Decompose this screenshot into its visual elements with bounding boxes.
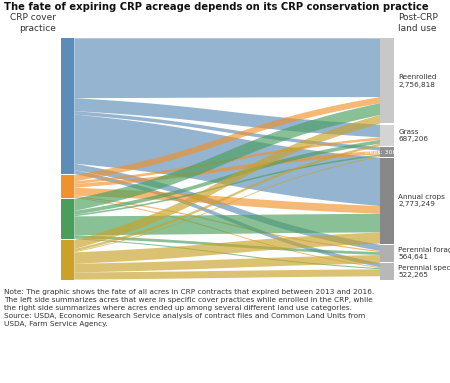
Polygon shape: [74, 103, 380, 211]
Text: Grass
687,206: Grass 687,206: [398, 129, 428, 142]
Text: Tree practices
720,693: Tree practices 720,693: [3, 177, 56, 196]
Polygon shape: [74, 144, 380, 252]
Polygon shape: [74, 156, 380, 252]
Bar: [61, 38, 74, 174]
Polygon shape: [74, 115, 380, 206]
Polygon shape: [74, 137, 380, 184]
Bar: [61, 175, 74, 198]
Bar: [380, 245, 394, 262]
Polygon shape: [74, 235, 380, 255]
Bar: [61, 199, 74, 239]
Bar: [61, 241, 74, 280]
Text: Wetland practices
1,273,249: Wetland practices 1,273,249: [0, 209, 56, 229]
Polygon shape: [74, 170, 380, 267]
Bar: [380, 147, 394, 157]
Bar: [380, 38, 394, 123]
Polygon shape: [74, 238, 380, 269]
Bar: [380, 264, 394, 280]
Polygon shape: [74, 255, 380, 272]
Text: Perennial specialty crops
522,265: Perennial specialty crops 522,265: [398, 265, 450, 278]
Text: Trees: 308,255: Trees: 308,255: [364, 149, 410, 154]
Text: Grass practices
4,304,625: Grass practices 4,304,625: [0, 96, 56, 116]
Polygon shape: [74, 188, 380, 214]
Text: Perennial forage crops
564,641: Perennial forage crops 564,641: [398, 247, 450, 260]
Text: Post-CRP
land use: Post-CRP land use: [398, 13, 438, 33]
Polygon shape: [74, 197, 380, 268]
Polygon shape: [74, 111, 380, 151]
Polygon shape: [74, 232, 380, 264]
Text: Annual crops
2,773,249: Annual crops 2,773,249: [398, 194, 445, 208]
Text: The fate of expiring CRP acreage depends on its CRP conservation practice: The fate of expiring CRP acreage depends…: [4, 2, 429, 12]
Polygon shape: [74, 151, 380, 188]
Text: Note: The graphic shows the fate of all acres in CRP contracts that expired betw: Note: The graphic shows the fate of all …: [4, 289, 375, 327]
Polygon shape: [74, 164, 380, 251]
Polygon shape: [74, 98, 380, 137]
Polygon shape: [74, 115, 380, 249]
Text: CRP cover
practice: CRP cover practice: [10, 13, 56, 33]
Polygon shape: [74, 196, 380, 252]
Polygon shape: [74, 269, 380, 280]
Polygon shape: [74, 38, 380, 98]
Text: Wildlife practices
1,245,748: Wildlife practices 1,245,748: [0, 250, 56, 270]
Polygon shape: [74, 97, 380, 182]
Text: Reenrolled
2,756,818: Reenrolled 2,756,818: [398, 74, 437, 88]
Polygon shape: [74, 214, 380, 235]
Bar: [380, 158, 394, 244]
Polygon shape: [74, 154, 380, 216]
Polygon shape: [74, 140, 380, 215]
Bar: [380, 125, 394, 146]
